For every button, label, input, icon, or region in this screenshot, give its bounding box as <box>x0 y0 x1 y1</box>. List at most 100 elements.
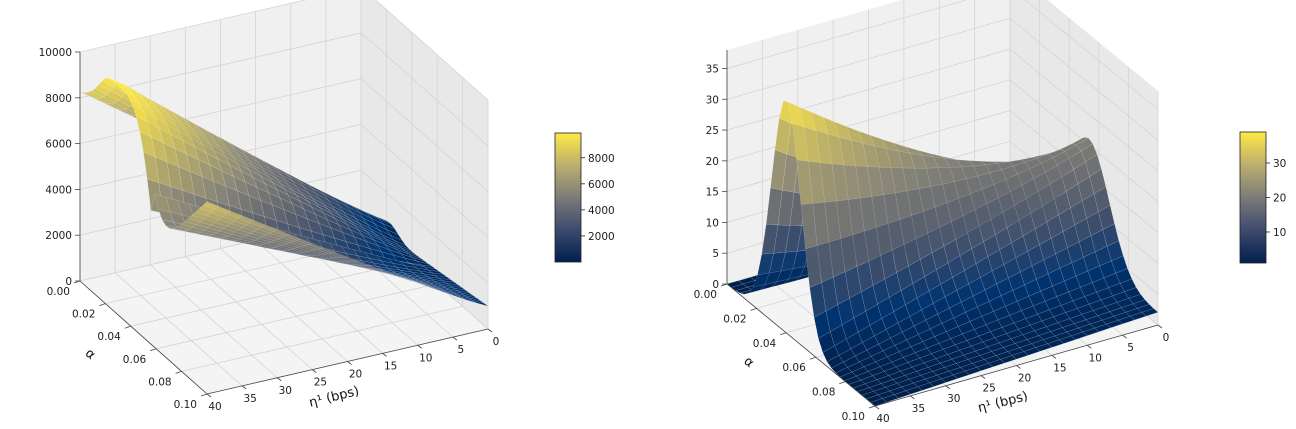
grid-x-floor <box>220 248 348 362</box>
z-tick-label: 5 <box>712 248 719 260</box>
y-tick-label: 0.06 <box>123 354 147 366</box>
grid-z <box>726 0 1159 110</box>
colorbar-tick-label: 2000 <box>588 231 615 243</box>
surface-facet <box>195 208 212 216</box>
y-tick-mark <box>780 332 787 336</box>
z-tick-label: 2000 <box>45 230 72 242</box>
x-tick-label: 25 <box>314 377 327 389</box>
y-tick-mark <box>99 303 106 306</box>
surface-facet <box>117 85 133 94</box>
surface-plot-right: 0 5 10 15 20 25 30 35 40 0.00 0.02 0.04 0.06 0.08 0.10… <box>694 0 1286 425</box>
x-tick-mark <box>1122 334 1127 339</box>
x-tick-mark <box>452 336 458 341</box>
x-tick-label: 0 <box>493 336 500 348</box>
x-tick-label: 15 <box>1053 362 1066 374</box>
surface-facet <box>203 201 219 210</box>
surface-facet <box>154 193 171 213</box>
surface-facet <box>139 131 156 158</box>
colorbar-tick-label: 8000 <box>588 153 615 165</box>
y-tick-mark <box>124 325 131 329</box>
x-tick-label: 30 <box>947 393 960 405</box>
y-tick-label: 0.02 <box>723 313 746 325</box>
y-tick-label: 0.00 <box>47 286 70 298</box>
surface-facet <box>787 101 805 128</box>
surface-facet <box>199 204 216 213</box>
y-tick-mark <box>175 371 182 374</box>
x-tick-mark <box>487 328 493 333</box>
surface-facet <box>752 272 770 288</box>
x-tick-mark <box>945 385 950 390</box>
x-tick-mark <box>382 353 387 357</box>
colorbar-tick-label: 10 <box>1273 227 1286 239</box>
y-tick-mark <box>200 393 208 397</box>
colorbar-tick-label: 6000 <box>588 179 615 191</box>
surface-mesh <box>726 100 1159 407</box>
y-tick-label: 0.08 <box>812 387 835 399</box>
y-tick-mark <box>809 356 816 360</box>
colorbar-tick-label: 30 <box>1273 158 1286 170</box>
x-tick-mark <box>241 385 247 390</box>
x-tick-label: 15 <box>384 360 397 372</box>
y-tick-mark <box>750 308 757 311</box>
surface-facet <box>809 282 827 318</box>
x-tick-label: 40 <box>876 413 889 425</box>
z-tick-label: 0 <box>65 276 72 288</box>
surface-facet <box>757 253 774 276</box>
grid-y-floor <box>181 306 463 372</box>
surface-facet <box>143 151 160 184</box>
x-tick-label: 20 <box>349 369 362 381</box>
grid-z <box>79 0 489 101</box>
x-tick-label: 35 <box>243 393 256 405</box>
y-tick-label: 0.04 <box>97 331 121 343</box>
x-tick-mark <box>1016 365 1021 369</box>
surface-facet <box>161 219 178 229</box>
y-tick-label: 0.02 <box>72 309 95 321</box>
colorbar <box>1239 131 1267 264</box>
grid-z <box>79 32 489 147</box>
x-tick-label: 20 <box>1018 373 1031 385</box>
surface-mesh <box>79 77 489 307</box>
x-tick-mark <box>347 361 352 365</box>
z-tick-label: 6000 <box>45 139 72 151</box>
y-tick-label: 0.10 <box>174 399 197 411</box>
x-tick-label: 5 <box>458 344 465 356</box>
x-tick-label: 25 <box>982 383 995 395</box>
x-tick-label: 30 <box>279 385 292 397</box>
x-tick-mark <box>980 375 986 379</box>
z-tick-label: 35 <box>706 63 719 75</box>
x-tick-mark <box>312 369 317 373</box>
surface-facet <box>83 92 100 99</box>
x-tick-mark <box>277 377 282 382</box>
grid-x-floor <box>114 272 243 387</box>
y-tick-label: 0.10 <box>842 411 865 423</box>
z-tick-label: 10000 <box>39 47 72 59</box>
y-tick-label: 0.08 <box>148 376 171 388</box>
surface-facet <box>748 284 766 294</box>
x-tick-label: 35 <box>912 403 925 415</box>
x-tick-label: 10 <box>1089 352 1102 364</box>
back-pane <box>361 0 488 329</box>
grid-z <box>726 17 1159 141</box>
y-tick-label: 0.04 <box>753 338 777 350</box>
grid-x-floor <box>255 240 383 354</box>
surface-facet <box>800 203 818 250</box>
y-axis-label: α <box>741 354 757 371</box>
y-axis-label: α <box>82 346 98 363</box>
colorbar-tick-label: 20 <box>1273 193 1286 205</box>
x-tick-mark <box>1087 344 1092 349</box>
y-tick-mark <box>150 348 157 352</box>
x-tick-mark <box>1051 355 1057 359</box>
z-tick-label: 4000 <box>45 184 72 196</box>
z-tick-label: 8000 <box>45 93 72 105</box>
grid-y-floor <box>130 260 412 327</box>
z-tick-label: 20 <box>706 156 719 168</box>
z-tick-label: 30 <box>706 94 719 106</box>
grid-z <box>726 48 1159 172</box>
z-tick-label: 15 <box>706 187 719 199</box>
surface-plot-left: 0 5 10 15 20 25 30 35 40 0.000.020.040.060.080.10… <box>39 0 615 413</box>
y-tick-label: 0.06 <box>782 362 806 374</box>
y-tick-mark <box>868 405 876 409</box>
colorbar-tick-label: 4000 <box>588 205 615 217</box>
z-tick-label: 10 <box>706 217 719 229</box>
